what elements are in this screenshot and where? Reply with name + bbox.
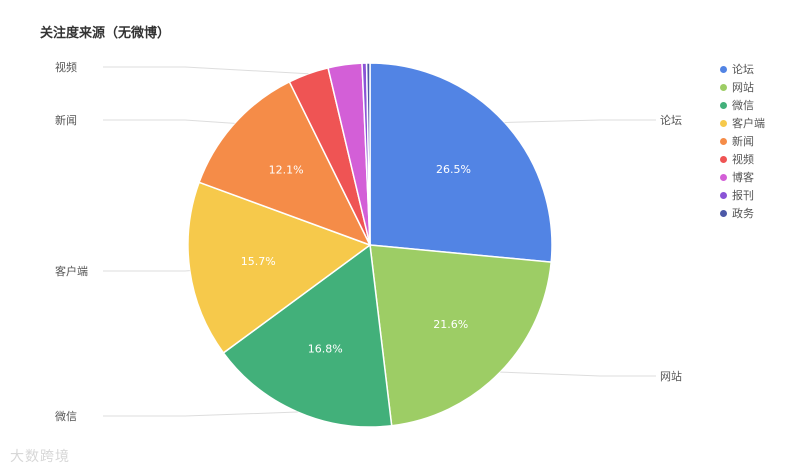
legend-item-0[interactable]: 论坛 bbox=[720, 60, 765, 78]
slice-category-label-5: 视频 bbox=[55, 60, 77, 74]
slice-value-label-4: 12.1% bbox=[269, 164, 304, 177]
legend-item-5[interactable]: 视频 bbox=[720, 150, 765, 168]
legend-item-3[interactable]: 客户端 bbox=[720, 114, 765, 132]
legend-label: 新闻 bbox=[732, 135, 754, 148]
legend-item-2[interactable]: 微信 bbox=[720, 96, 765, 114]
leader-line-2 bbox=[103, 411, 298, 417]
slice-category-label-3: 客户端 bbox=[55, 264, 88, 278]
pie-slice-4 bbox=[198, 80, 372, 247]
slice-value-label-2: 16.8% bbox=[308, 343, 343, 356]
slice-category-label-0: 论坛 bbox=[660, 113, 682, 127]
legend-item-6[interactable]: 博客 bbox=[720, 168, 765, 186]
legend-item-8[interactable]: 政务 bbox=[720, 204, 765, 222]
watermark: 大数跨境 bbox=[10, 446, 70, 466]
leader-line-5 bbox=[103, 66, 309, 75]
slice-category-label-4: 新闻 bbox=[55, 113, 77, 127]
pie-slice-2 bbox=[222, 243, 393, 428]
slice-category-label-1: 网站 bbox=[660, 369, 682, 383]
pie-slice-1 bbox=[369, 244, 553, 427]
legend-swatch bbox=[720, 137, 727, 145]
legend-label: 政务 bbox=[732, 207, 754, 220]
leader-line-4 bbox=[103, 119, 235, 124]
legend-swatch bbox=[720, 65, 727, 73]
legend-label: 客户端 bbox=[732, 117, 765, 130]
pie-slice-0 bbox=[369, 62, 553, 263]
legend-swatch bbox=[720, 155, 727, 163]
slice-category-label-2: 微信 bbox=[55, 409, 77, 423]
legend: 论坛网站微信客户端新闻视频博客报刊政务 bbox=[720, 60, 765, 222]
legend-label: 博客 bbox=[732, 171, 754, 184]
legend-swatch bbox=[720, 173, 727, 181]
legend-label: 网站 bbox=[732, 81, 754, 94]
leader-line-1 bbox=[500, 371, 656, 377]
legend-label: 视频 bbox=[732, 153, 754, 166]
legend-swatch bbox=[720, 191, 727, 199]
watermark-text: 大数跨境 bbox=[10, 449, 70, 465]
chart-title: 关注度来源（无微博） bbox=[40, 26, 171, 41]
legend-label: 微信 bbox=[732, 99, 754, 112]
legend-label: 报刊 bbox=[732, 189, 754, 202]
legend-swatch bbox=[720, 119, 727, 127]
slice-value-label-1: 21.6% bbox=[433, 318, 468, 331]
legend-label: 论坛 bbox=[732, 63, 754, 76]
legend-swatch bbox=[720, 83, 727, 91]
legend-swatch bbox=[720, 101, 727, 109]
legend-item-7[interactable]: 报刊 bbox=[720, 186, 765, 204]
slice-value-label-0: 26.5% bbox=[436, 163, 471, 176]
legend-item-1[interactable]: 网站 bbox=[720, 78, 765, 96]
leader-line-0 bbox=[504, 119, 656, 124]
legend-item-4[interactable]: 新闻 bbox=[720, 132, 765, 150]
legend-swatch bbox=[720, 209, 727, 217]
pie-slice-8 bbox=[365, 62, 371, 246]
slice-value-label-3: 15.7% bbox=[241, 255, 276, 268]
